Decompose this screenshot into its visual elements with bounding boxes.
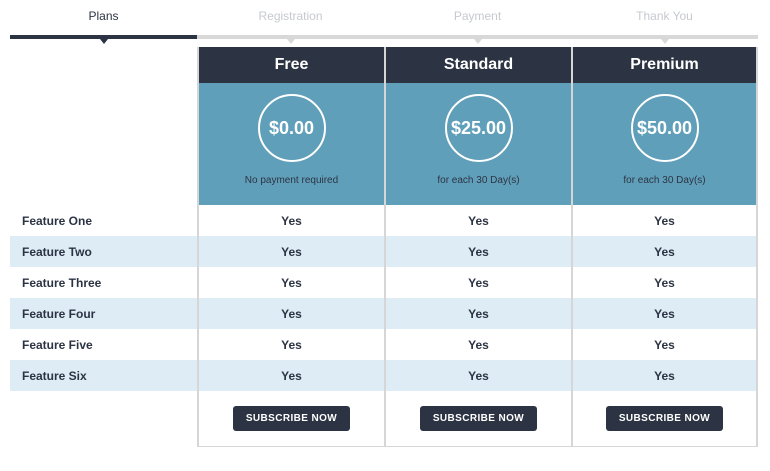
step-progress-bar <box>571 35 758 39</box>
feature-value: Yes <box>384 205 571 236</box>
plan-header-premium: Premium <box>571 47 758 83</box>
pricing-table: Free Standard Premium $0.00 No payment r… <box>10 47 758 447</box>
step-label: Plans <box>88 9 119 23</box>
step-progress-bar <box>197 35 384 39</box>
price-circle: $25.00 <box>444 94 513 162</box>
feature-value: Yes <box>571 205 758 236</box>
subscribe-now-button-premium[interactable]: SUBSCRIBE NOW <box>605 406 724 431</box>
plan-header-standard: Standard <box>384 47 571 83</box>
feature-value: Yes <box>197 298 384 329</box>
feature-value: Yes <box>384 236 571 267</box>
feature-value: Yes <box>571 298 758 329</box>
feature-value: Yes <box>571 236 758 267</box>
feature-value: Yes <box>571 360 758 391</box>
feature-value: Yes <box>384 298 571 329</box>
feature-value: Yes <box>197 267 384 298</box>
feature-value: Yes <box>571 329 758 360</box>
feature-value: Yes <box>384 360 571 391</box>
step-label: Registration <box>258 9 323 23</box>
plan-header-free: Free <box>197 47 384 83</box>
feature-value: Yes <box>384 329 571 360</box>
feature-label: Feature Five <box>10 329 197 360</box>
step-progress-bar <box>384 35 571 39</box>
triangle-down-icon <box>473 39 482 44</box>
footer-spacer <box>10 391 197 447</box>
feature-value: Yes <box>197 236 384 267</box>
step-progress-bar <box>10 35 197 39</box>
feature-value: Yes <box>384 267 571 298</box>
billing-note: for each 30 Day(s) <box>437 175 520 186</box>
subscribe-now-button-free[interactable]: SUBSCRIBE NOW <box>232 406 351 431</box>
triangle-down-icon <box>99 39 108 44</box>
feature-value: Yes <box>197 329 384 360</box>
plan-price-standard: $25.00 for each 30 Day(s) <box>384 83 571 205</box>
feature-value: Yes <box>197 360 384 391</box>
billing-note: No payment required <box>244 175 339 186</box>
plan-footer-standard: SUBSCRIBE NOW <box>384 391 571 447</box>
price-spacer <box>10 83 197 205</box>
feature-label: Feature Six <box>10 360 197 391</box>
price-circle: $0.00 <box>257 94 326 162</box>
stepper-step-thank-you[interactable]: Thank You <box>571 6 758 46</box>
step-label: Thank You <box>636 9 693 23</box>
feature-label: Feature One <box>10 205 197 236</box>
checkout-stepper: Plans Registration Payment Thank You <box>10 6 758 46</box>
header-spacer <box>10 47 197 83</box>
feature-label: Feature Three <box>10 267 197 298</box>
feature-label: Feature Two <box>10 236 197 267</box>
subscribe-now-button-standard[interactable]: SUBSCRIBE NOW <box>419 406 538 431</box>
step-label: Payment <box>453 9 502 23</box>
plan-footer-free: SUBSCRIBE NOW <box>197 391 384 447</box>
feature-label: Feature Four <box>10 298 197 329</box>
plan-price-free: $0.00 No payment required <box>197 83 384 205</box>
feature-value: Yes <box>571 267 758 298</box>
stepper-step-registration[interactable]: Registration <box>197 6 384 46</box>
plan-footer-premium: SUBSCRIBE NOW <box>571 391 758 447</box>
triangle-down-icon <box>286 39 295 44</box>
stepper-step-plans[interactable]: Plans <box>10 6 197 46</box>
billing-note: for each 30 Day(s) <box>623 175 706 186</box>
price-circle: $50.00 <box>630 94 699 162</box>
stepper-step-payment[interactable]: Payment <box>384 6 571 46</box>
triangle-down-icon <box>660 39 669 44</box>
feature-value: Yes <box>197 205 384 236</box>
plan-price-premium: $50.00 for each 30 Day(s) <box>571 83 758 205</box>
